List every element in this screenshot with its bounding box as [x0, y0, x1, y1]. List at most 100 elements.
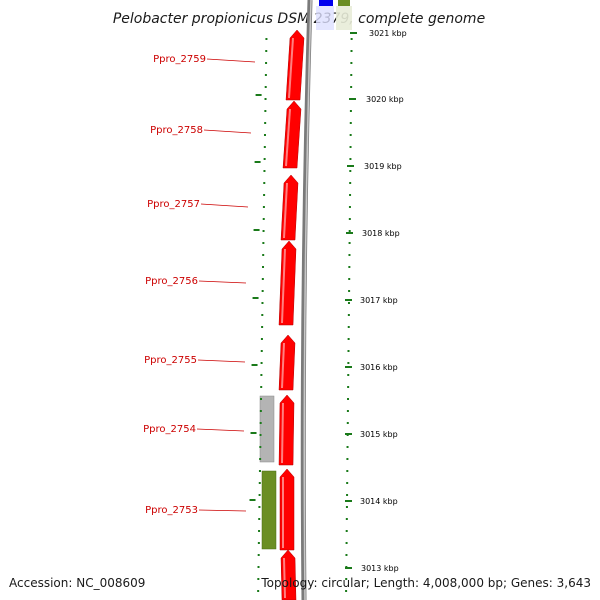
- guide-dot: [262, 206, 265, 208]
- guide-dot: [262, 218, 265, 220]
- guide-dot: [264, 110, 267, 112]
- guide-dot: [345, 506, 348, 508]
- guide-dot: [350, 74, 353, 76]
- top-olive-feature: [338, 0, 350, 6]
- gene-leader-line: [198, 280, 247, 284]
- guide-dot: [265, 62, 268, 64]
- guide-dot: [259, 458, 262, 460]
- guide-dot: [263, 194, 266, 196]
- guide-dot: [257, 578, 260, 580]
- guide-dot: [262, 242, 265, 244]
- guide-dot: [265, 38, 268, 40]
- guide-dot: [257, 590, 260, 592]
- guide-dot: [347, 362, 350, 364]
- inner-tick: [253, 229, 260, 231]
- kbp-label: 3016 kbp: [360, 363, 398, 372]
- guide-dot: [349, 122, 352, 124]
- scale-tick: [350, 32, 357, 34]
- guide-dot: [260, 362, 263, 364]
- guide-dot: [345, 590, 348, 592]
- cds-arrow-highlight: [281, 342, 285, 389]
- gene-label: Ppro_2756: [145, 276, 198, 287]
- reverse-olive-feature: [261, 470, 277, 550]
- top-blue-shadow: [316, 6, 334, 30]
- inner-tick: [251, 364, 258, 366]
- guide-dot: [348, 266, 351, 268]
- kbp-label: 3014 kbp: [360, 497, 398, 506]
- guide-dot: [260, 398, 263, 400]
- scale-tick: [349, 98, 356, 100]
- guide-dot: [258, 470, 261, 472]
- kbp-label: 3021 kbp: [369, 29, 407, 38]
- guide-dot: [346, 470, 349, 472]
- guide-dot: [265, 50, 268, 52]
- guide-dot: [261, 326, 264, 328]
- accession-text: Accession: NC_008609: [9, 576, 146, 590]
- cds-arrow-highlight: [281, 402, 284, 464]
- guide-dot: [349, 134, 352, 136]
- cds-arrow-highlight: [283, 557, 286, 599]
- inner-tick: [255, 94, 262, 96]
- cds-arrow-highlight: [285, 108, 291, 167]
- guide-dot: [345, 542, 348, 544]
- guide-dot: [346, 494, 349, 496]
- guide-dot: [348, 254, 351, 256]
- reverse-grey-feature: [259, 395, 275, 463]
- guide-dot: [263, 182, 266, 184]
- cds-arrow-highlight: [281, 248, 286, 324]
- guide-dot: [264, 122, 267, 124]
- kbp-label: 3018 kbp: [362, 229, 400, 238]
- guide-dot: [345, 530, 348, 532]
- guide-dot: [260, 338, 263, 340]
- scale-tick: [347, 165, 354, 167]
- guide-dot: [263, 146, 266, 148]
- guide-dot: [258, 482, 261, 484]
- kbp-label: 3017 kbp: [360, 296, 398, 305]
- guide-dot: [348, 230, 351, 232]
- gene-labels: Ppro_2759 Ppro_2758 Ppro_2757 Ppro_2756 Ppro…: [143, 54, 256, 516]
- guide-dot: [349, 194, 352, 196]
- map-title: Pelobacter propionicus DSM 2379, complet…: [113, 11, 485, 27]
- scale-tick: [345, 433, 352, 435]
- gene-leader-line: [206, 58, 256, 63]
- guide-dot: [347, 314, 350, 316]
- gene-label: Ppro_2753: [145, 505, 198, 516]
- guide-dot: [347, 302, 350, 304]
- guide-dot: [346, 410, 349, 412]
- genome-backbone: [300, 0, 313, 600]
- guide-dot: [262, 266, 265, 268]
- guide-dot: [346, 458, 349, 460]
- guide-dot: [259, 422, 262, 424]
- inner-tick: [252, 297, 259, 299]
- guide-dot: [258, 530, 261, 532]
- guide-dot: [346, 446, 349, 448]
- guide-dot: [264, 74, 267, 76]
- gene-leader-line: [196, 428, 245, 432]
- guide-dot: [347, 398, 350, 400]
- guide-dot: [264, 86, 267, 88]
- gene-label: Ppro_2759: [153, 54, 206, 65]
- guide-dot: [260, 386, 263, 388]
- cds-arrow-highlight: [283, 182, 288, 239]
- cds-arrows: [278, 29, 305, 600]
- gene-leader-line: [197, 359, 246, 363]
- guide-dot: [258, 494, 261, 496]
- gene-leader-line: [198, 509, 247, 512]
- guide-dot: [349, 110, 352, 112]
- inner-tick: [254, 161, 261, 163]
- guide-dot: [261, 290, 264, 292]
- guide-dot: [350, 50, 353, 52]
- genome-backbone-highlight: [303, 0, 312, 600]
- scale-tick: [345, 366, 352, 368]
- guide-dot: [346, 482, 349, 484]
- guide-dot: [349, 170, 352, 172]
- guide-dot: [257, 542, 260, 544]
- guide-dot: [263, 158, 266, 160]
- guide-dot: [260, 350, 263, 352]
- guide-dot: [258, 506, 261, 508]
- gene-label: Ppro_2757: [147, 199, 200, 210]
- guide-dot: [347, 374, 350, 376]
- guide-dot: [261, 278, 264, 280]
- guide-dot: [349, 158, 352, 160]
- scale-tick: [345, 567, 352, 569]
